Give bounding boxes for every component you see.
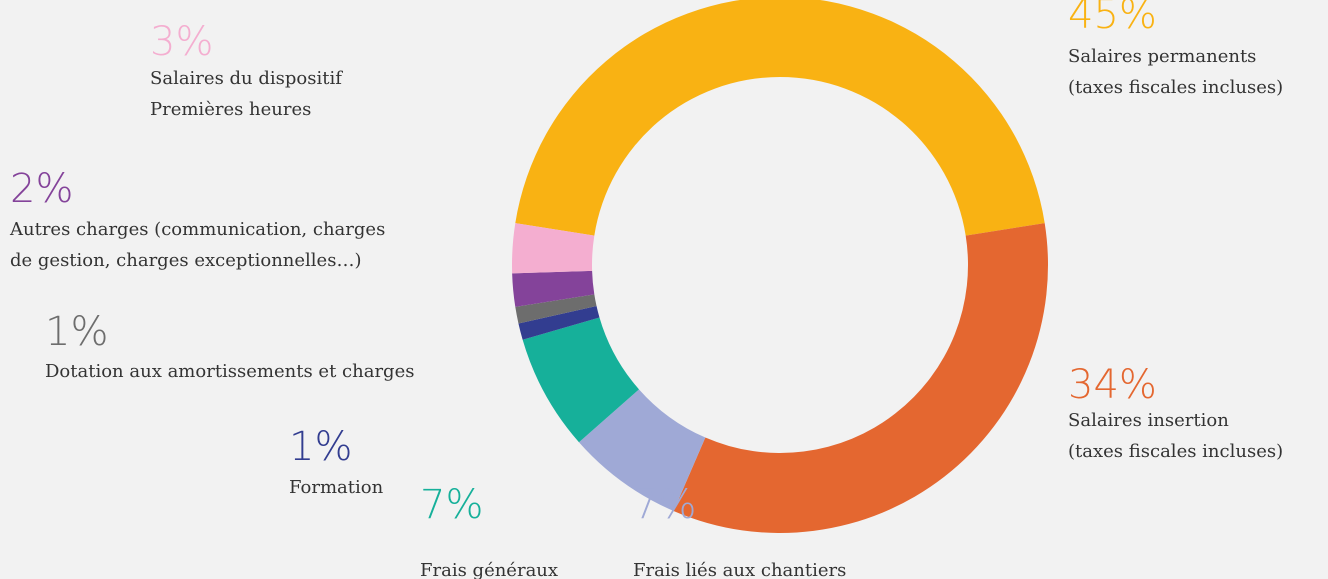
category-label: Autres charges (communication, charges: [9, 219, 385, 240]
percent-label: 3%: [150, 19, 213, 65]
donut-segment: [512, 270, 595, 307]
category-label: Dotation aux amortissements et charges: [45, 361, 414, 382]
donut-segment: [518, 306, 600, 340]
percent-label: 7%: [420, 482, 483, 528]
category-label: Frais liés aux chantiers: [633, 560, 846, 579]
category-label: Salaires permanents: [1068, 46, 1256, 67]
category-label: (taxes fiscales incluses): [1068, 441, 1283, 462]
donut-segment: [512, 223, 595, 274]
donut-segment: [673, 223, 1048, 533]
percent-label: 2%: [10, 166, 73, 212]
category-label: Premières heures: [150, 99, 311, 120]
category-label: Frais généraux: [420, 560, 558, 579]
category-label: Formation: [289, 477, 384, 498]
donut-segment: [515, 294, 597, 324]
donut-segment: [578, 389, 706, 511]
percent-label: 45%: [1068, 0, 1157, 38]
category-label: Salaires insertion: [1068, 410, 1229, 431]
category-label: Salaires du dispositif: [150, 68, 343, 89]
donut-segment: [515, 0, 1045, 236]
category-label: de gestion, charges exceptionnelles…): [10, 250, 361, 271]
category-label: (taxes fiscales incluses): [1068, 77, 1283, 98]
percent-label: 34%: [1068, 362, 1157, 408]
percent-label: 1%: [45, 309, 108, 355]
percent-label: 7%: [633, 482, 696, 528]
percent-label: 1%: [289, 424, 352, 470]
donut-segment: [522, 317, 639, 443]
